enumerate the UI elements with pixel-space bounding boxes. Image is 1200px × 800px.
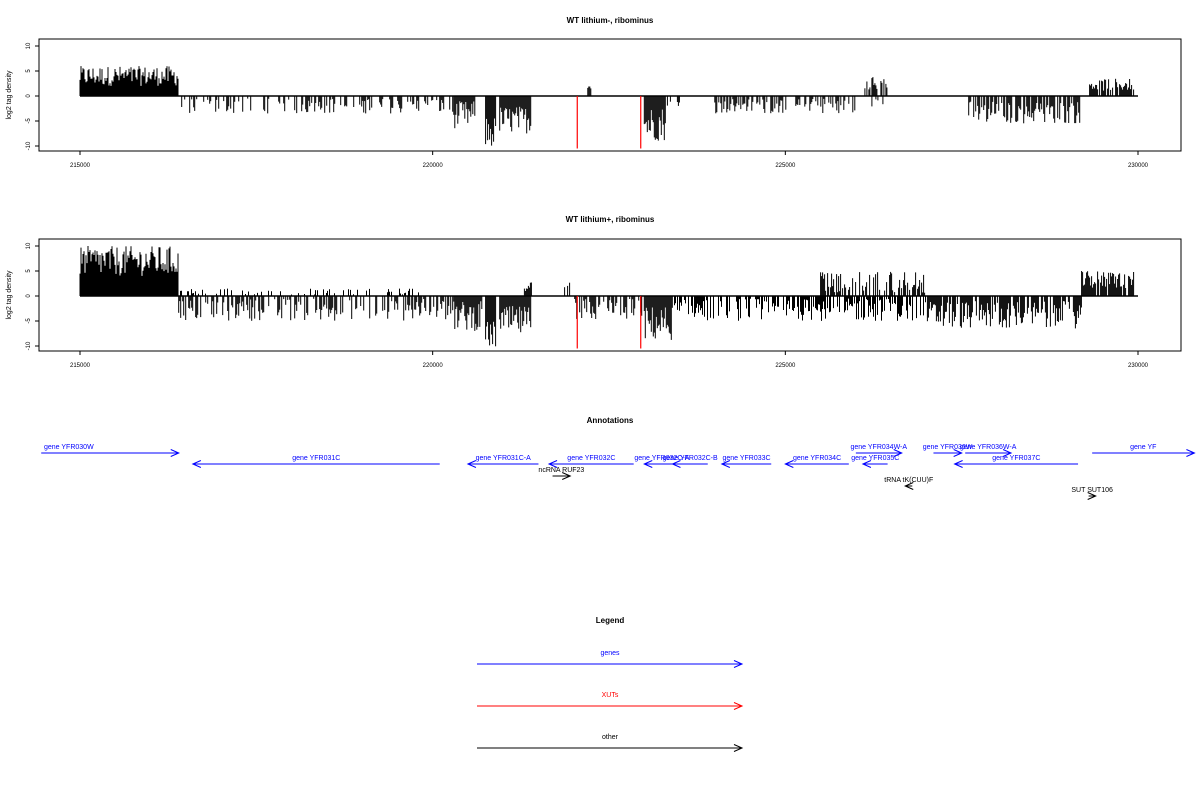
arrow-head: [784, 460, 794, 468]
annotation-label: gene YFR033C: [722, 455, 770, 462]
arrow-head: [1002, 449, 1013, 457]
x-tick-label: 230000: [1128, 163, 1149, 169]
y-tick-label: 0: [26, 294, 32, 298]
annotation-label: SUT SUT106: [1071, 487, 1113, 494]
annotation-label: gene YFR035C: [851, 455, 899, 462]
legend: Legend genes XUTs other: [477, 616, 744, 752]
annotation-label: gene YFR032C-B: [663, 455, 718, 462]
arrow-head: [170, 449, 180, 457]
panel-2-bars: [79, 246, 1138, 349]
arrow-head: [861, 460, 872, 468]
track-panel-1: WT lithium-, ribominus log2 tag density …: [6, 16, 1182, 169]
arrow-head: [643, 460, 653, 468]
x-tick-label: 230000: [1128, 363, 1149, 369]
panel-2-axes: 10 5 0 -5 -10 215000 220000 225000 230000: [26, 242, 1149, 369]
arrow-head: [903, 482, 914, 490]
arrow-head: [547, 460, 558, 468]
track-panel-2: WT lithium+, ribominus log2 tag density …: [6, 215, 1182, 369]
x-tick-label: 225000: [775, 163, 796, 169]
annotation-label: gene YFR031C-A: [476, 455, 531, 462]
arrow-head: [191, 460, 202, 468]
annotation-label: gene YF: [1130, 444, 1156, 451]
arrow-head: [953, 460, 963, 468]
arrow-head: [953, 449, 963, 457]
panel-1-title: WT lithium-, ribominus: [567, 16, 654, 25]
arrow-head: [1186, 449, 1196, 457]
legend-arrow-head: [733, 744, 744, 752]
y-tick-label: 10: [26, 42, 32, 49]
annotation-tracks: gene YFR030W gene YFR031C gene YFR031C-A ge…: [41, 444, 1196, 500]
y-tick-label: 10: [26, 242, 32, 249]
annotation-label: gene YFR036W: [923, 444, 973, 451]
panel-1-frame: [38, 38, 1182, 152]
x-tick-label: 220000: [423, 163, 444, 169]
panel-2-frame: [38, 238, 1182, 352]
annotation-label: tRNA tK(CUU)F: [884, 477, 933, 484]
annotation-label: ncRNA RUF23: [538, 467, 584, 474]
legend-label: XUTs: [602, 692, 619, 699]
annotation-label: gene YFR032C: [567, 455, 615, 462]
y-tick-label: 5: [26, 69, 32, 73]
annotation-label: gene YFR030W: [44, 444, 94, 451]
y-tick-label: -5: [26, 318, 32, 324]
annotation-label: gene YFR032C-A: [634, 455, 689, 462]
x-tick-label: 220000: [423, 363, 444, 369]
arrow-head: [562, 472, 572, 480]
legend-label: genes: [600, 650, 620, 657]
arrow-head: [466, 460, 477, 468]
x-tick-label: 215000: [70, 163, 91, 169]
annotation-label: gene YFR031C: [292, 455, 340, 462]
annotations-title: Annotations: [587, 416, 634, 425]
y-tick-label: 0: [26, 94, 32, 98]
legend-items: genes XUTs other: [477, 650, 744, 752]
annotation-label: gene YFR034W-A: [851, 444, 908, 451]
arrow-head: [671, 460, 681, 468]
x-tick-label: 225000: [775, 363, 796, 369]
legend-label: other: [602, 734, 619, 741]
panel-1-bars: [79, 66, 1138, 149]
y-tick-label: -10: [26, 341, 32, 350]
legend-arrow-head: [733, 660, 744, 668]
annotation-label: gene YFR037C: [992, 455, 1040, 462]
panel-2-title: WT lithium+, ribominus: [566, 215, 655, 224]
panel-1-axes: 10 5 0 -5 -10 215000 220000 225000 230000: [26, 42, 1149, 169]
panel-2-ylabel: log2 tag density: [6, 270, 13, 320]
x-tick-label: 215000: [70, 363, 91, 369]
legend-arrow-head: [733, 702, 744, 710]
annotation-label: gene YFR034C: [793, 455, 841, 462]
y-tick-label: 5: [26, 269, 32, 273]
arrow-head: [1087, 492, 1097, 500]
arrow-head: [720, 460, 731, 468]
legend-title: Legend: [596, 616, 625, 625]
y-tick-label: -5: [26, 118, 32, 124]
annotation-label: gene YFR036W-A: [960, 444, 1017, 451]
y-tick-label: -10: [26, 141, 32, 150]
panel-1-ylabel: log2 tag density: [6, 70, 13, 120]
arrow-head: [893, 449, 903, 457]
